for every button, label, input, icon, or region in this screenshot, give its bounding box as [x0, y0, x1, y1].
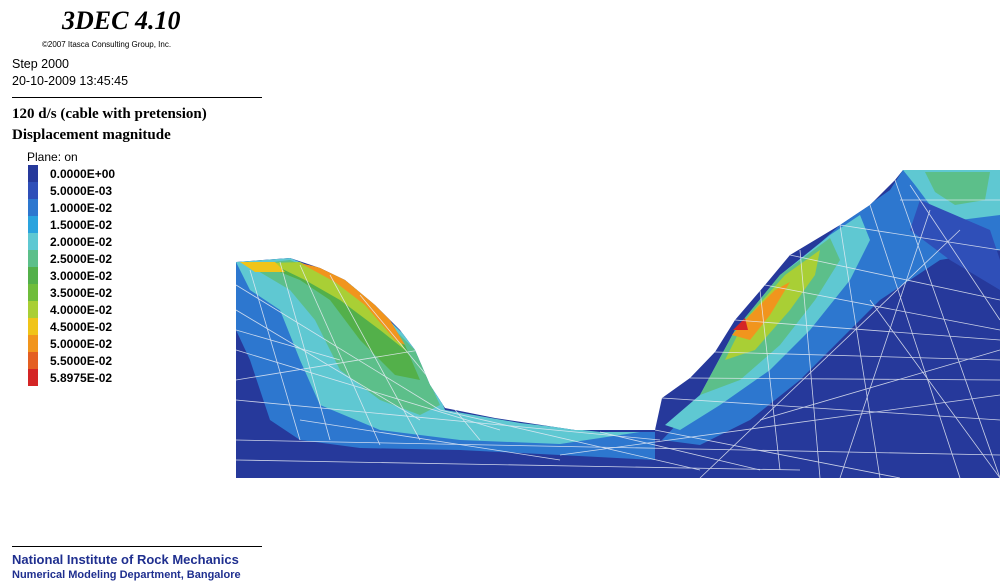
legend-swatch — [28, 267, 38, 284]
timestamp: 20-10-2009 13:45:45 — [12, 74, 129, 88]
legend-label: 0.0000E+00 — [50, 166, 116, 181]
app-title: 3DEC 4.10 — [62, 6, 181, 35]
legend-label: 5.0000E-02 — [50, 336, 113, 351]
legend-swatch — [28, 318, 38, 335]
header-divider — [12, 97, 262, 98]
legend-swatch — [28, 165, 38, 182]
legend-label: 5.5000E-02 — [50, 353, 113, 368]
legend-swatch — [28, 335, 38, 352]
legend-label: 1.0000E-02 — [50, 200, 113, 215]
legend-swatch — [28, 199, 38, 216]
contour-band-3 — [248, 260, 440, 415]
legend-label: 5.8975E-02 — [50, 370, 113, 385]
legend-swatch — [28, 284, 38, 301]
legend-row: 2.5000E-02 — [28, 250, 115, 267]
legend-label: 4.0000E-02 — [50, 302, 113, 317]
plot-title: Displacement magnitude — [12, 127, 171, 143]
legend-row: 5.0000E-02 — [28, 335, 115, 352]
legend-label: 2.0000E-02 — [50, 234, 113, 249]
step-label: Step 2000 — [12, 57, 69, 71]
legend-swatch — [28, 352, 38, 369]
legend-row: 0.0000E+00 — [28, 165, 115, 182]
legend-row: 5.8975E-02 — [28, 369, 115, 386]
copyright-text: ©2007 Itasca Consulting Group, Inc. — [42, 40, 172, 49]
color-legend: 0.0000E+00 5.0000E-03 1.0000E-02 1.5000E-02… — [28, 165, 115, 386]
organization-name: National Institute of Rock Mechanics — [12, 552, 239, 567]
legend-label: 4.5000E-02 — [50, 319, 113, 334]
legend-row: 4.5000E-02 — [28, 318, 115, 335]
legend-label: 3.0000E-02 — [50, 268, 113, 283]
legend-label: 3.5000E-02 — [50, 285, 113, 300]
legend-swatch — [28, 182, 38, 199]
contour-band-16 — [910, 200, 1000, 290]
legend-label: 2.5000E-02 — [50, 251, 113, 266]
legend-swatch — [28, 250, 38, 267]
legend-row: 5.5000E-02 — [28, 352, 115, 369]
legend-swatch — [28, 301, 38, 318]
legend-swatch — [28, 233, 38, 250]
footer-divider — [12, 546, 262, 547]
contour-band-4 — [262, 262, 420, 380]
legend-row: 4.0000E-02 — [28, 301, 115, 318]
department-name: Numerical Modeling Department, Bangalore — [12, 569, 241, 581]
legend-row: 1.5000E-02 — [28, 216, 115, 233]
legend-swatch — [28, 369, 38, 386]
legend-label: 1.5000E-02 — [50, 217, 113, 232]
legend-label: 5.0000E-03 — [50, 183, 113, 198]
legend-swatch — [28, 216, 38, 233]
legend-row: 1.0000E-02 — [28, 199, 115, 216]
contour-band-15 — [925, 172, 990, 205]
legend-row: 3.5000E-02 — [28, 284, 115, 301]
block-mesh — [236, 179, 1000, 478]
legend-row: 3.0000E-02 — [28, 267, 115, 284]
plane-status: Plane: on — [27, 150, 78, 164]
legend-row: 2.0000E-02 — [28, 233, 115, 250]
legend-row: 5.0000E-03 — [28, 182, 115, 199]
case-title: 120 d/s (cable with pretension) — [12, 106, 207, 122]
contour-band-7 — [240, 262, 285, 272]
